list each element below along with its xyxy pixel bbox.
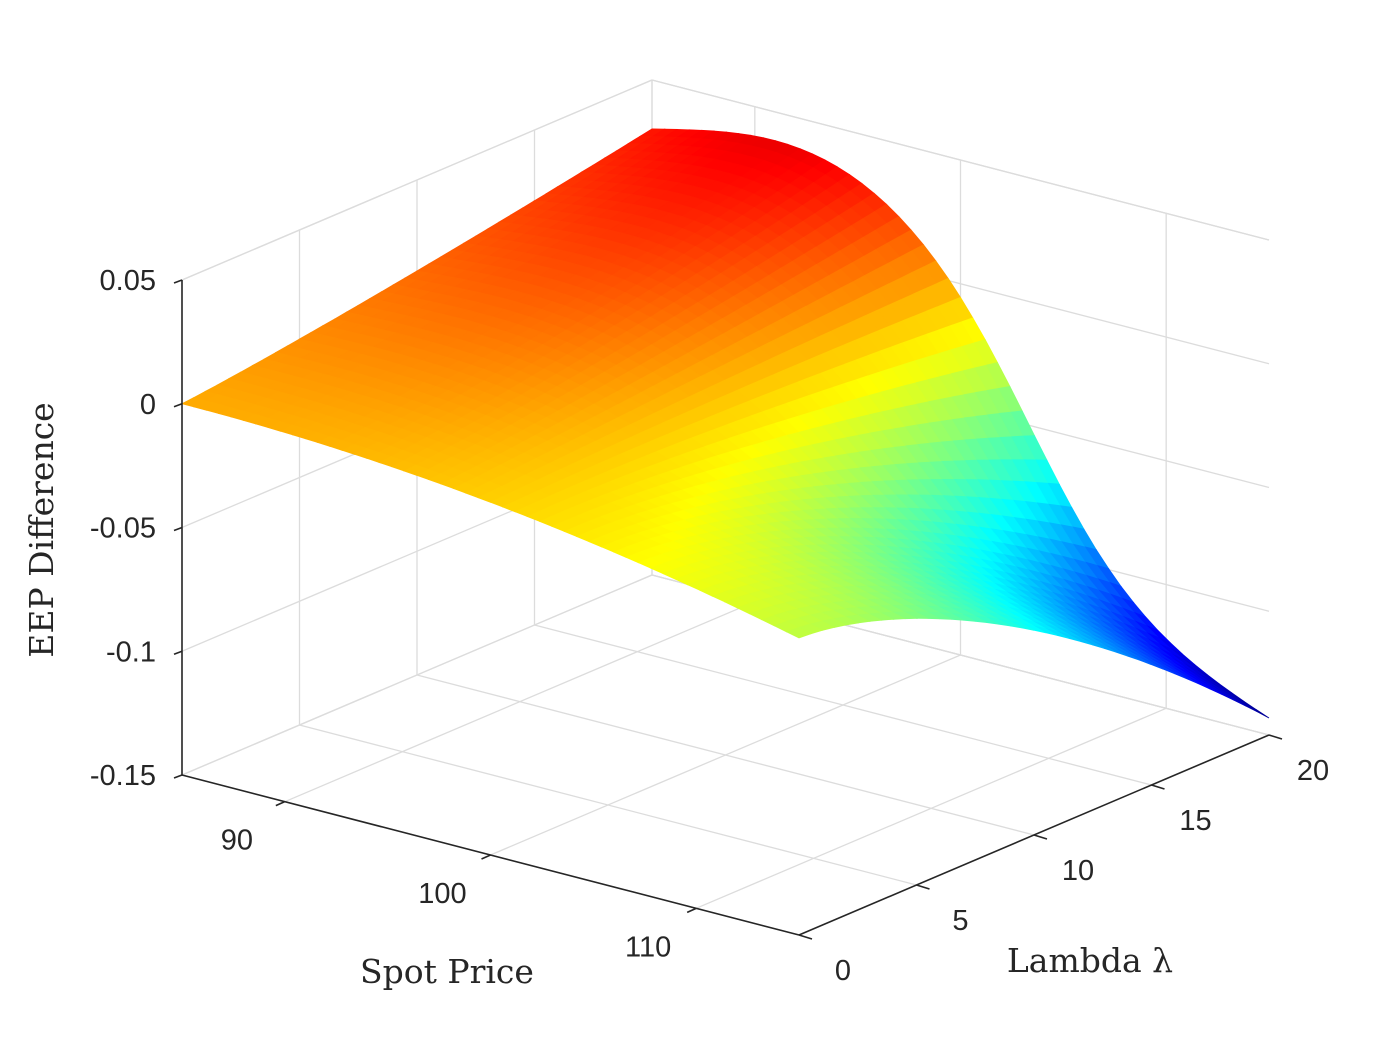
surface-patch xyxy=(785,627,812,639)
tick-labels: 0.05 0 -0.05 -0.1 -0.15 90 100 110 0 5 10 15 20 xyxy=(90,265,1329,987)
y-axis-label: Lambda λ xyxy=(1007,941,1173,980)
z-tick xyxy=(173,279,183,284)
x-tick-label: 90 xyxy=(221,825,253,857)
z-tick xyxy=(173,526,183,532)
y-tick xyxy=(798,934,813,940)
y-tick-label: 0 xyxy=(835,955,851,987)
z-tick xyxy=(173,403,183,408)
y-tick xyxy=(1151,784,1165,790)
x-tick xyxy=(481,854,491,860)
y-tick xyxy=(1033,834,1048,840)
y-tick xyxy=(1268,734,1283,740)
x-tick xyxy=(686,907,697,914)
z-grid-left xyxy=(181,574,653,776)
y-grid-floor xyxy=(416,674,1035,836)
x-axis-label: Spot Price xyxy=(360,952,534,991)
z-axis-label: EEP Difference xyxy=(22,402,61,657)
z-grid-back xyxy=(651,79,1270,241)
z-tick xyxy=(173,774,183,779)
surface-plot xyxy=(180,128,1270,719)
y-tick xyxy=(916,884,930,890)
z-tick-label: -0.05 xyxy=(90,513,156,545)
y-tick-label: 10 xyxy=(1062,855,1094,887)
y-grid-floor xyxy=(299,724,917,886)
axes xyxy=(173,279,1283,940)
z-tick-label: -0.1 xyxy=(106,636,156,668)
x-tick xyxy=(275,800,286,807)
y-tick-label: 15 xyxy=(1179,805,1211,837)
z-tick-label: 0.05 xyxy=(100,265,156,297)
z-tick-label: -0.15 xyxy=(90,760,156,792)
z-grid-left xyxy=(181,79,653,281)
z-tick-label: 0 xyxy=(140,389,156,421)
y-tick-label: 5 xyxy=(952,905,968,937)
y-grid-floor xyxy=(534,624,1152,786)
x-tick-label: 100 xyxy=(418,878,466,910)
y-tick-label: 20 xyxy=(1297,755,1329,787)
x-tick-label: 110 xyxy=(625,931,671,963)
z-tick xyxy=(173,650,183,655)
